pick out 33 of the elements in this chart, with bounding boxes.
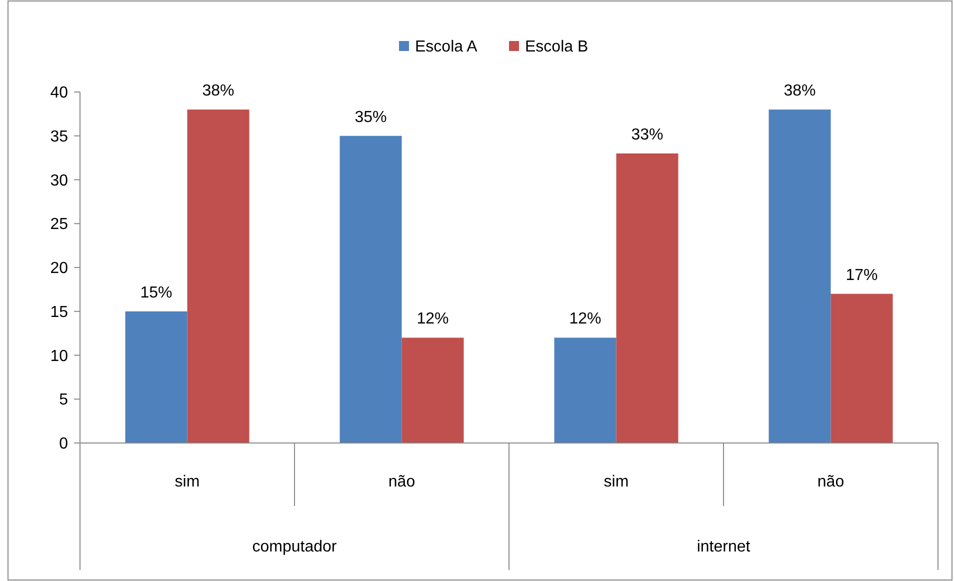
y-tick-label: 30 [50, 172, 68, 190]
y-tick-label: 5 [59, 392, 68, 409]
legend-label: Escola A [415, 38, 478, 56]
bar [187, 110, 250, 443]
x-tick-label: não [817, 474, 844, 491]
data-label: 38% [202, 82, 234, 100]
x-tick-label: sim [604, 474, 629, 491]
bar [554, 338, 616, 443]
legend-label: Escola B [525, 38, 588, 56]
bar [402, 338, 464, 443]
data-label: 15% [140, 284, 172, 302]
bar [768, 110, 831, 443]
x-tick-label: sim [174, 474, 200, 491]
y-tick-label: 20 [50, 260, 68, 278]
y-tick-label: 40 [50, 84, 68, 102]
data-label: 38% [784, 82, 816, 100]
text: internet [696, 538, 751, 556]
bar [616, 153, 678, 443]
data-label: 17% [846, 266, 878, 284]
text: computador [252, 538, 338, 556]
data-label: 12% [416, 310, 449, 328]
bar [340, 136, 402, 443]
bar [125, 311, 188, 443]
data-label: 35% [354, 108, 387, 126]
y-tick-label: 10 [50, 348, 68, 365]
x-tick-label: não [388, 474, 416, 491]
data-label: 33% [631, 126, 664, 144]
y-tick-label: 0 [59, 436, 68, 453]
y-tick-label: 25 [50, 216, 68, 234]
bar [830, 294, 893, 443]
data-label: 12% [569, 310, 602, 328]
y-tick-label: 15 [50, 304, 68, 321]
y-tick-label: 35 [50, 128, 68, 146]
